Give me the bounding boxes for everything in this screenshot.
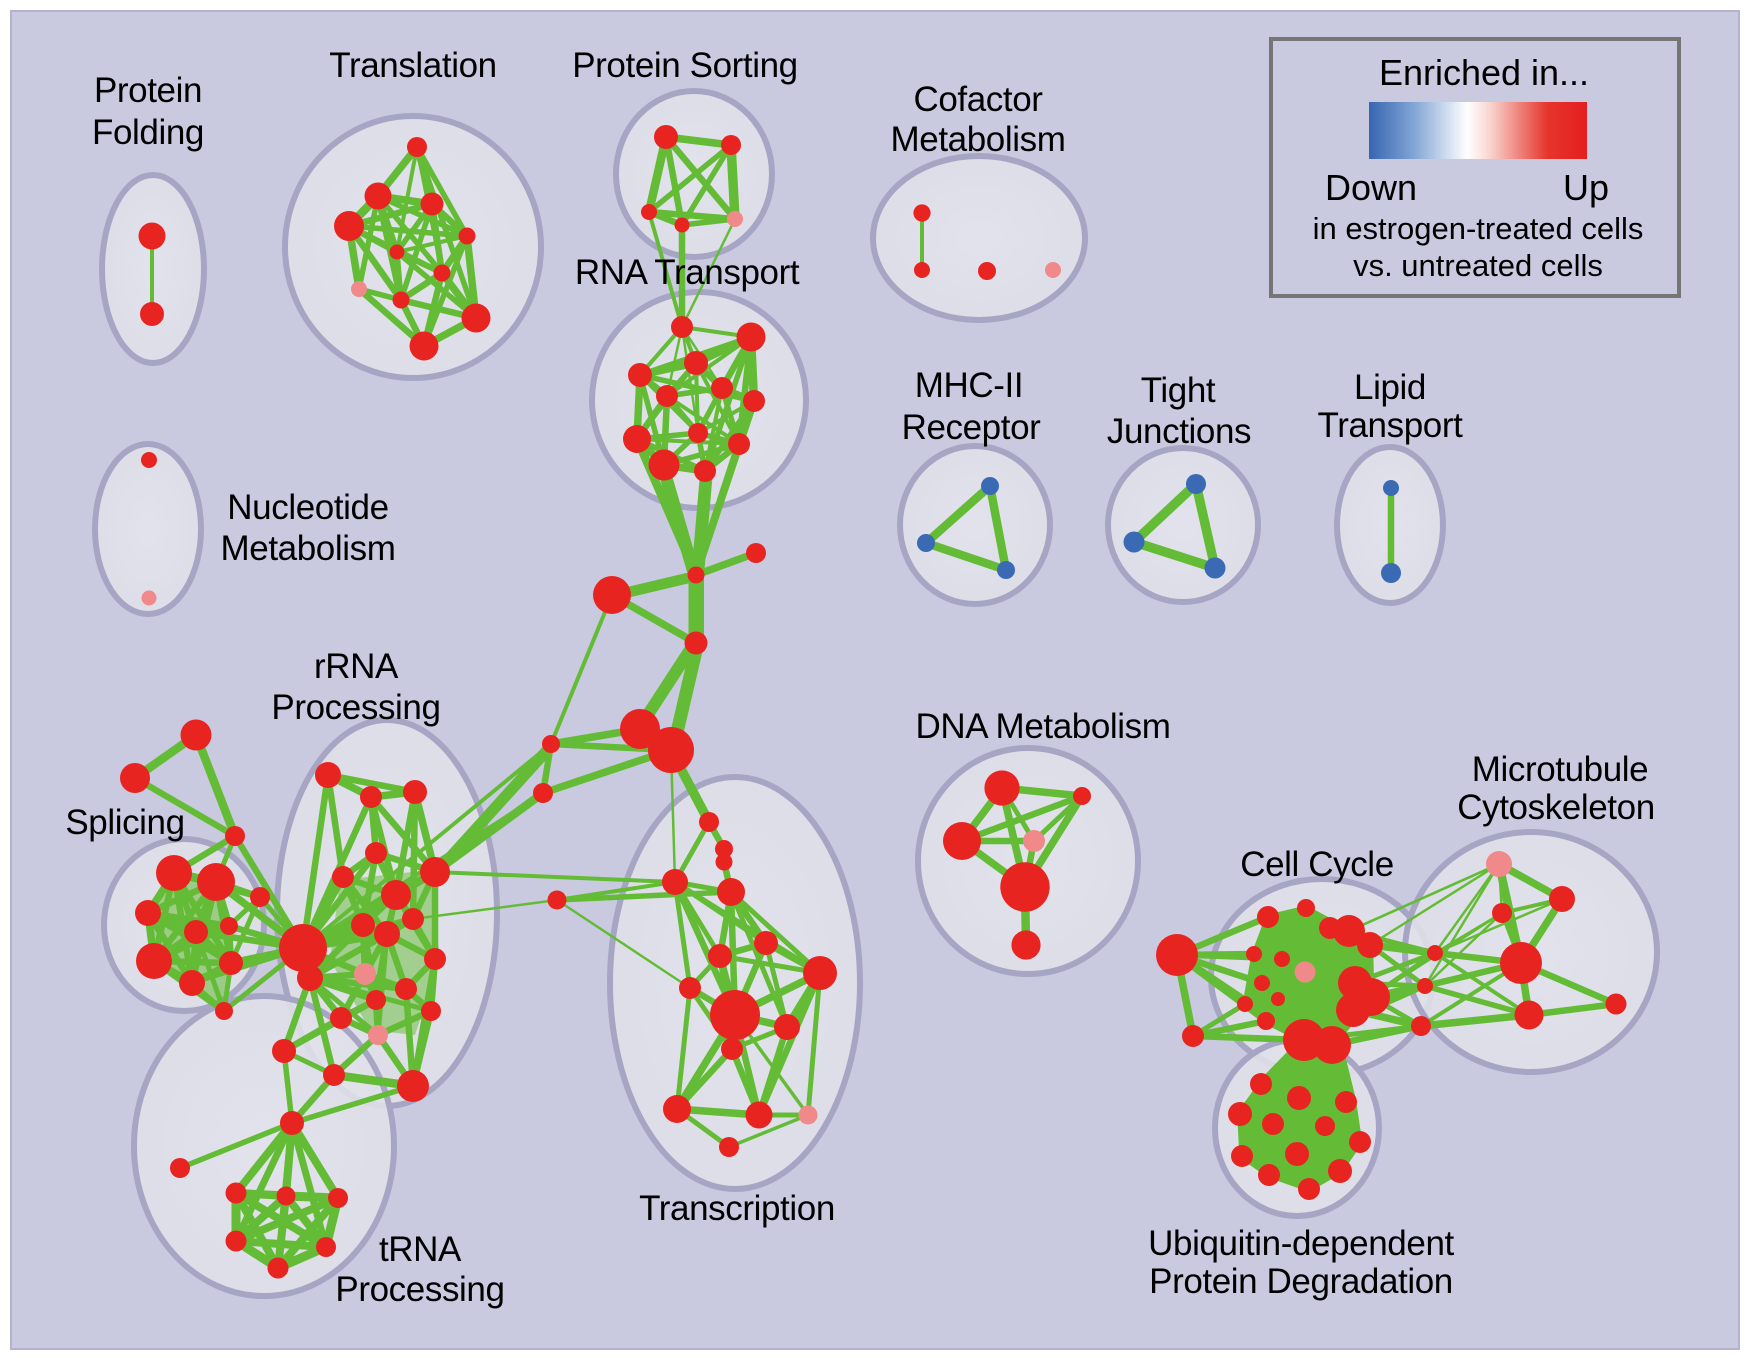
svg-text:Processing: Processing bbox=[335, 1270, 504, 1309]
svg-text:rRNA: rRNA bbox=[314, 647, 399, 686]
svg-text:Lipid: Lipid bbox=[1354, 368, 1426, 407]
svg-text:Folding: Folding bbox=[92, 113, 204, 152]
svg-text:Metabolism: Metabolism bbox=[891, 120, 1066, 159]
svg-text:Cofactor: Cofactor bbox=[913, 80, 1043, 119]
svg-text:Metabolism: Metabolism bbox=[221, 529, 396, 568]
svg-text:Microtubule: Microtubule bbox=[1472, 750, 1649, 789]
svg-text:Cell Cycle: Cell Cycle bbox=[1240, 845, 1394, 884]
svg-text:Protein Sorting: Protein Sorting bbox=[572, 46, 798, 85]
svg-text:Splicing: Splicing bbox=[65, 803, 184, 842]
svg-text:Processing: Processing bbox=[271, 688, 440, 727]
svg-text:Down: Down bbox=[1325, 167, 1417, 208]
svg-text:Transcription: Transcription bbox=[639, 1189, 835, 1228]
svg-text:Cytoskeleton: Cytoskeleton bbox=[1457, 788, 1655, 827]
svg-text:in estrogen-treated cells: in estrogen-treated cells bbox=[1313, 211, 1644, 246]
svg-text:Enriched in...: Enriched in... bbox=[1379, 52, 1589, 93]
svg-text:Protein Degradation: Protein Degradation bbox=[1149, 1262, 1453, 1301]
svg-text:Receptor: Receptor bbox=[902, 408, 1042, 447]
svg-text:Junctions: Junctions bbox=[1107, 412, 1251, 451]
svg-text:Transport: Transport bbox=[1318, 406, 1464, 445]
svg-text:vs. untreated cells: vs. untreated cells bbox=[1353, 248, 1603, 283]
svg-text:tRNA: tRNA bbox=[379, 1230, 462, 1269]
svg-text:Tight: Tight bbox=[1141, 371, 1216, 410]
svg-text:MHC-II: MHC-II bbox=[915, 366, 1023, 405]
svg-text:Nucleotide: Nucleotide bbox=[227, 488, 388, 527]
svg-text:RNA Transport: RNA Transport bbox=[575, 253, 800, 292]
svg-text:Up: Up bbox=[1563, 167, 1609, 208]
svg-text:Translation: Translation bbox=[329, 46, 496, 85]
svg-text:Protein: Protein bbox=[94, 71, 202, 110]
svg-text:Ubiquitin-dependent: Ubiquitin-dependent bbox=[1148, 1224, 1454, 1263]
svg-text:DNA Metabolism: DNA Metabolism bbox=[915, 707, 1170, 746]
